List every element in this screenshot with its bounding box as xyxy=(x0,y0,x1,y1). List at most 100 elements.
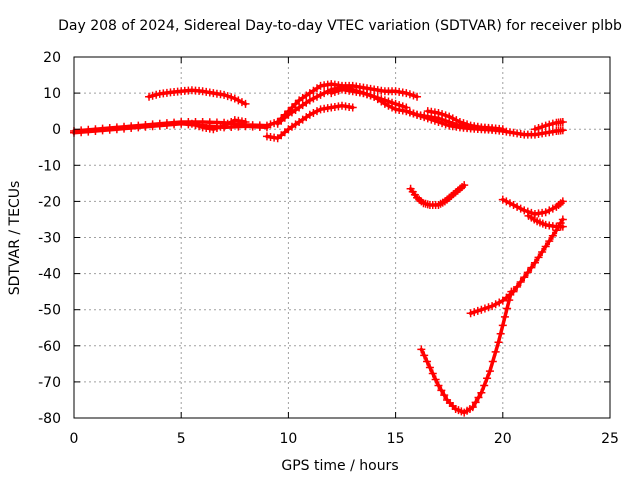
data-point xyxy=(440,391,449,400)
data-point xyxy=(402,89,411,98)
data-point xyxy=(320,89,329,98)
y-tick-label: -70 xyxy=(38,375,61,391)
data-point xyxy=(466,309,475,318)
data-point xyxy=(223,92,232,101)
data-point xyxy=(255,123,264,132)
data-point xyxy=(241,117,250,126)
data-point xyxy=(438,110,447,119)
data-point xyxy=(491,300,500,309)
x-axis-label: GPS time / hours xyxy=(281,458,398,474)
data-point xyxy=(441,120,450,129)
data-point xyxy=(98,126,107,135)
data-point xyxy=(509,287,518,296)
series-track-14 xyxy=(466,215,567,318)
data-point xyxy=(494,338,503,347)
series-track-12 xyxy=(406,181,469,210)
data-point xyxy=(155,121,164,130)
data-point xyxy=(477,305,486,314)
data-point xyxy=(558,126,567,135)
data-point xyxy=(91,127,100,136)
y-tick-label: -40 xyxy=(38,267,61,283)
data-point xyxy=(448,114,457,123)
data-point xyxy=(485,367,494,376)
data-point xyxy=(227,117,236,126)
data-point xyxy=(534,123,543,132)
data-point xyxy=(348,103,357,112)
data-point xyxy=(212,123,221,132)
data-point xyxy=(434,117,443,126)
data-point xyxy=(452,116,461,125)
data-point xyxy=(445,112,454,121)
data-point xyxy=(209,125,218,134)
data-point xyxy=(545,237,554,246)
data-point xyxy=(405,90,414,99)
series-track-16 xyxy=(524,211,567,231)
data-point xyxy=(420,351,429,360)
data-point xyxy=(488,302,497,311)
data-point xyxy=(437,386,446,395)
data-point xyxy=(216,122,225,131)
data-point xyxy=(427,115,436,124)
data-point xyxy=(488,357,497,366)
data-point xyxy=(505,199,514,208)
data-point xyxy=(545,120,554,129)
data-point xyxy=(120,124,129,133)
data-point xyxy=(380,99,389,108)
series-trace xyxy=(468,217,565,316)
data-point xyxy=(148,91,157,100)
data-point xyxy=(428,369,437,378)
data-point xyxy=(145,92,154,101)
data-point xyxy=(545,206,554,215)
data-point xyxy=(409,91,418,100)
data-point xyxy=(309,94,318,103)
data-point xyxy=(309,108,318,117)
data-point xyxy=(359,89,368,98)
data-point xyxy=(498,195,507,204)
data-point xyxy=(305,110,314,119)
y-tick-label: -50 xyxy=(38,303,61,319)
data-point xyxy=(223,119,232,128)
data-point xyxy=(538,247,547,256)
data-point xyxy=(284,107,293,116)
data-point xyxy=(84,127,93,136)
data-point xyxy=(280,110,289,119)
data-point xyxy=(541,121,550,130)
data-point xyxy=(509,201,518,210)
series-track-11 xyxy=(530,117,567,134)
data-point xyxy=(541,208,550,217)
y-tick-label: -20 xyxy=(38,194,61,210)
data-point xyxy=(455,117,464,126)
data-point xyxy=(234,96,243,105)
data-point xyxy=(417,345,426,354)
data-point xyxy=(170,120,179,129)
data-point xyxy=(420,113,429,122)
x-tick-label: 25 xyxy=(601,431,619,447)
data-point xyxy=(558,197,567,206)
data-point xyxy=(471,398,480,407)
data-point xyxy=(484,303,493,312)
data-point xyxy=(273,117,282,126)
data-point xyxy=(220,90,229,99)
data-point xyxy=(541,242,550,251)
data-point xyxy=(402,107,411,116)
data-point xyxy=(277,114,286,123)
y-tick-label: -10 xyxy=(38,158,61,174)
data-point xyxy=(495,298,504,307)
data-point xyxy=(530,125,539,134)
data-point xyxy=(237,98,246,107)
data-point xyxy=(413,92,422,101)
data-point xyxy=(538,122,547,131)
data-point xyxy=(523,268,532,277)
series-trace xyxy=(419,289,514,415)
data-point xyxy=(141,122,150,131)
data-point xyxy=(459,119,468,128)
data-point xyxy=(430,116,439,125)
data-point xyxy=(423,114,432,123)
series-track-15 xyxy=(498,195,567,219)
data-point xyxy=(463,120,472,129)
data-point xyxy=(513,202,522,211)
data-point xyxy=(187,119,196,128)
data-point xyxy=(431,375,440,384)
data-point xyxy=(534,253,543,262)
